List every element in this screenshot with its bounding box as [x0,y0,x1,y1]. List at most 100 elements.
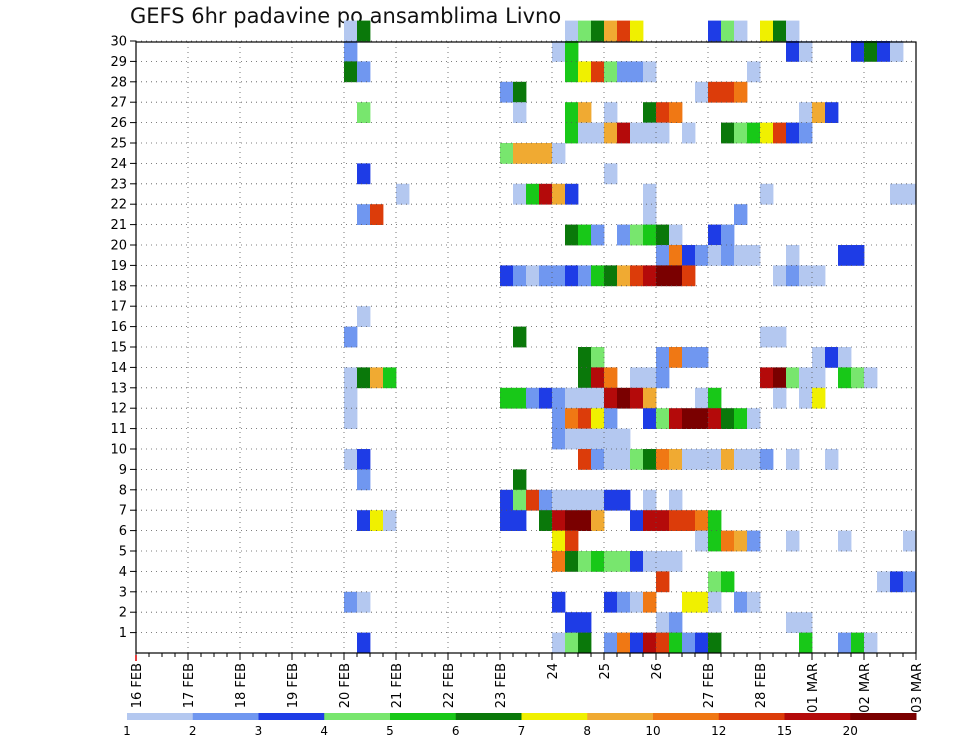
heatmap-cell [630,224,644,246]
heatmap-cell [552,265,566,287]
heatmap-cell [877,571,891,593]
y-tick-label: 10 [110,443,127,458]
heatmap-cell [669,408,683,429]
heatmap-cell [786,245,800,266]
heatmap-cell [799,265,813,287]
colorbar-swatch [192,713,259,720]
colorbar-label: 6 [452,724,460,738]
heatmap-cell [825,102,839,123]
heatmap-cell [669,489,683,511]
heatmap-cell [747,530,761,552]
heatmap-cell [526,265,540,287]
heatmap-cell [513,469,527,491]
heatmap-cell [396,183,410,205]
heatmap-cell [773,20,787,42]
colorbar-swatch [784,713,851,720]
heatmap-cell [656,449,670,470]
y-tick-label: 14 [110,361,127,376]
heatmap-cell [578,489,592,511]
heatmap-cell [617,265,631,287]
x-tick-label: 27 FEB [702,663,717,708]
heatmap-cell [630,510,644,531]
heatmap-cell [643,102,657,123]
heatmap-cell [695,408,709,429]
heatmap-cell [695,449,709,470]
heatmap-cell [799,612,813,633]
heatmap-cell [565,122,579,144]
heatmap-cell [643,489,657,511]
heatmap-cell [526,143,540,164]
heatmap-cell [669,612,683,633]
heatmap-cell [760,122,774,144]
heatmap-cell [656,265,670,287]
heatmap-cell [799,122,813,144]
heatmap-cell [656,102,670,123]
heatmap-cell [539,183,553,205]
heatmap-cell [825,449,839,470]
heatmap-cell [630,20,644,42]
heatmap-cell [734,81,748,103]
y-tick-label: 4 [119,565,127,580]
heatmap-cell [630,449,644,470]
heatmap-cell [565,20,579,42]
y-tick-label: 1 [119,626,127,641]
heatmap-cell [695,387,709,409]
heatmap-cell [578,61,592,83]
colorbar-swatch [653,713,720,720]
heatmap-cell [643,183,657,205]
heatmap-cell [604,551,618,572]
colorbar-label: 10 [645,724,660,738]
heatmap-cell [734,408,748,429]
heatmap-cell [552,183,566,205]
heatmap-cell [578,408,592,429]
heatmap-cell [604,265,618,287]
heatmap-cell [643,367,657,389]
colorbar-label: 1 [123,724,131,738]
heatmap-cell [344,408,358,429]
heatmap-cell [838,347,852,368]
heatmap-cell [344,387,358,409]
colorbar-swatch [390,713,457,720]
heatmap-cell [539,387,553,409]
heatmap-cell [734,20,748,42]
heatmap-cell [513,102,527,123]
y-tick-label: 12 [110,402,127,417]
heatmap-cell [812,387,826,409]
heatmap-cell [734,122,748,144]
heatmap-cell [656,571,670,593]
heatmap-cell [565,387,579,409]
heatmap-cell [786,449,800,470]
heatmap-cell [604,387,618,409]
heatmap-cell [851,245,865,266]
heatmap-cell [591,20,605,42]
heatmap-cell [617,551,631,572]
heatmap-cell [565,510,579,531]
heatmap-cell [799,367,813,389]
y-tick-label: 26 [110,116,127,131]
heatmap-cell [669,347,683,368]
heatmap-cell [643,265,657,287]
heatmap-cell [513,387,527,409]
heatmap-cell [851,632,865,654]
heatmap-cell [721,122,735,144]
heatmap-cell [682,408,696,429]
heatmap-cell [370,510,384,531]
heatmap-cell [604,20,618,42]
heatmap-cell [604,428,618,450]
colorbar-swatch [718,713,785,720]
heatmap-cell [357,591,371,613]
heatmap-cell [344,41,358,62]
heatmap-cell [617,591,631,613]
heatmap-cell [591,408,605,429]
heatmap-cell [539,265,553,287]
heatmap-cell [617,428,631,450]
heatmap-cell [552,591,566,613]
heatmap-cell [864,41,878,62]
colorbar-swatch [455,713,522,720]
y-tick-label: 24 [110,157,127,172]
heatmap-cell [591,265,605,287]
heatmap-cell [734,449,748,470]
heatmap-cell [773,122,787,144]
heatmap-cell [643,61,657,83]
heatmap-cell [695,530,709,552]
